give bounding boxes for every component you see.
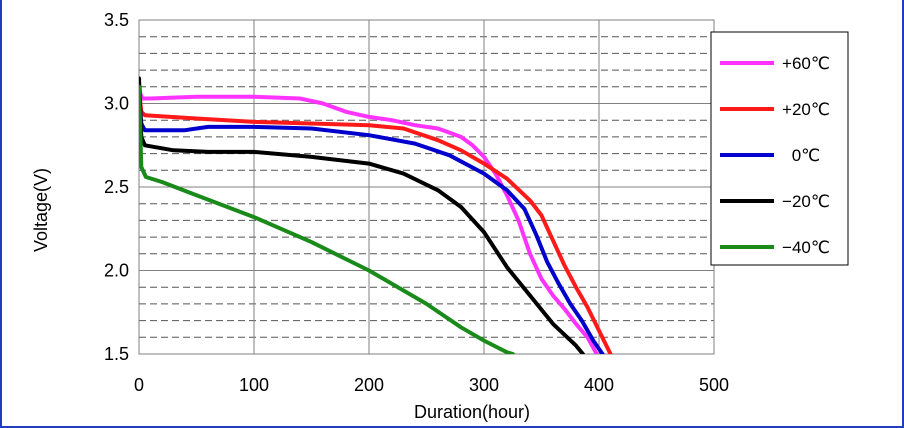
- y-tick-label: 1.5: [104, 344, 129, 364]
- series-line: [139, 76, 585, 354]
- x-tick-label: 500: [699, 375, 729, 395]
- y-axis-tick-labels: 1.5 2.0 2.5 3.0 3.5: [104, 10, 129, 364]
- series-lines: [139, 76, 613, 354]
- x-tick-label: 300: [469, 375, 499, 395]
- y-tick-label: 3.5: [104, 10, 129, 30]
- series-line: [139, 88, 613, 354]
- series-line: [139, 93, 605, 354]
- legend-label: +60℃: [782, 54, 830, 73]
- y-tick-label: 3.0: [104, 94, 129, 114]
- series-line: [139, 84, 515, 354]
- legend-label: −40℃: [782, 238, 830, 257]
- x-tick-label: 100: [239, 375, 269, 395]
- y-tick-label: 2.0: [104, 261, 129, 281]
- x-tick-label: 400: [584, 375, 614, 395]
- x-tick-label: 0: [134, 375, 144, 395]
- y-tick-label: 2.5: [104, 177, 129, 197]
- legend-label: +20℃: [782, 100, 830, 119]
- legend: +60℃ +20℃ 0℃ −20℃ −40℃: [710, 31, 849, 266]
- x-tick-label: 200: [354, 375, 384, 395]
- x-axis-label: Duration(hour): [414, 402, 530, 422]
- legend-label: 0℃: [792, 146, 821, 165]
- legend-label: −20℃: [782, 192, 830, 211]
- legend-box: [710, 31, 849, 266]
- series-line: [139, 81, 599, 354]
- x-axis-tick-labels: 0 100 200 300 400 500: [134, 375, 729, 395]
- y-axis-label: Voltage(V): [31, 168, 51, 252]
